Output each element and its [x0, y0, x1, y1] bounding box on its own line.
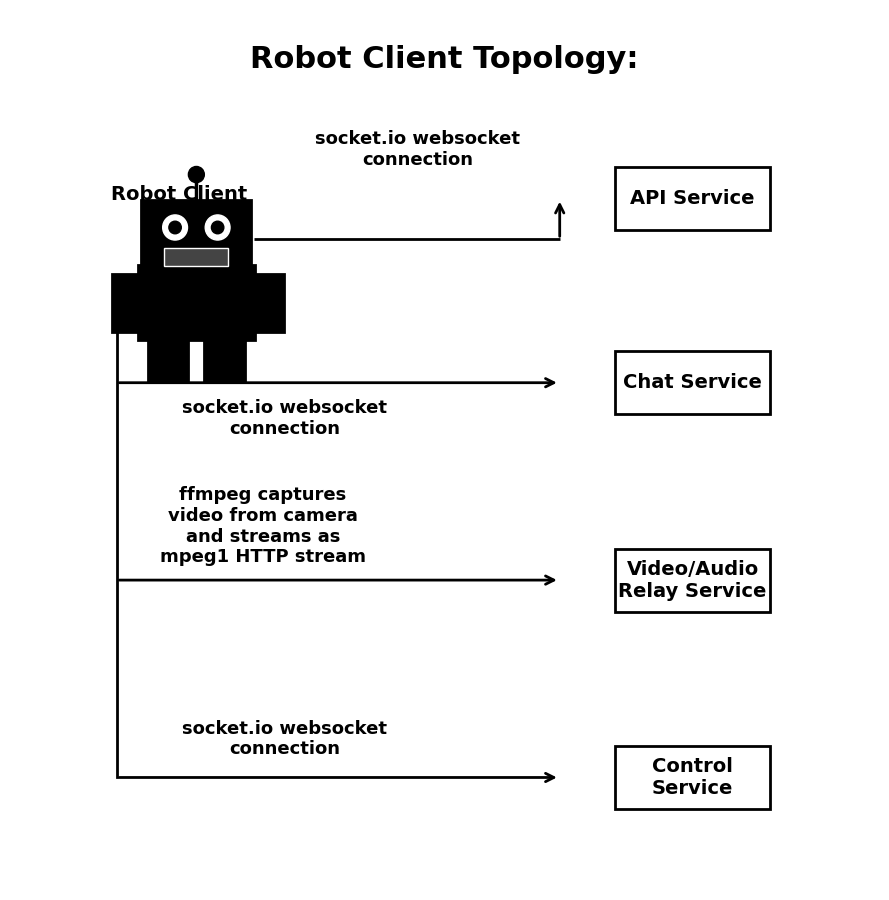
FancyBboxPatch shape	[615, 746, 770, 809]
Circle shape	[188, 166, 204, 183]
FancyBboxPatch shape	[138, 266, 255, 339]
Text: socket.io websocket
connection: socket.io websocket connection	[316, 130, 520, 169]
Text: Chat Service: Chat Service	[623, 374, 762, 392]
FancyBboxPatch shape	[615, 351, 770, 414]
Text: socket.io websocket
connection: socket.io websocket connection	[182, 400, 388, 438]
Circle shape	[169, 221, 181, 234]
Text: Video/Audio
Relay Service: Video/Audio Relay Service	[619, 560, 767, 600]
FancyBboxPatch shape	[204, 330, 245, 381]
Text: socket.io websocket
connection: socket.io websocket connection	[182, 719, 388, 759]
Circle shape	[205, 215, 230, 240]
FancyBboxPatch shape	[615, 167, 770, 230]
Circle shape	[163, 215, 188, 240]
FancyBboxPatch shape	[148, 330, 188, 381]
Text: Robot Client Topology:: Robot Client Topology:	[250, 45, 639, 74]
Text: Control
Service: Control Service	[652, 757, 733, 798]
FancyBboxPatch shape	[141, 200, 252, 272]
FancyBboxPatch shape	[615, 549, 770, 611]
FancyBboxPatch shape	[164, 248, 228, 266]
Text: API Service: API Service	[630, 189, 755, 208]
Circle shape	[212, 221, 224, 234]
Text: ffmpeg captures
video from camera
and streams as
mpeg1 HTTP stream: ffmpeg captures video from camera and st…	[160, 486, 366, 566]
Text: Robot Client: Robot Client	[110, 184, 247, 203]
FancyBboxPatch shape	[254, 274, 284, 331]
FancyBboxPatch shape	[112, 274, 142, 331]
